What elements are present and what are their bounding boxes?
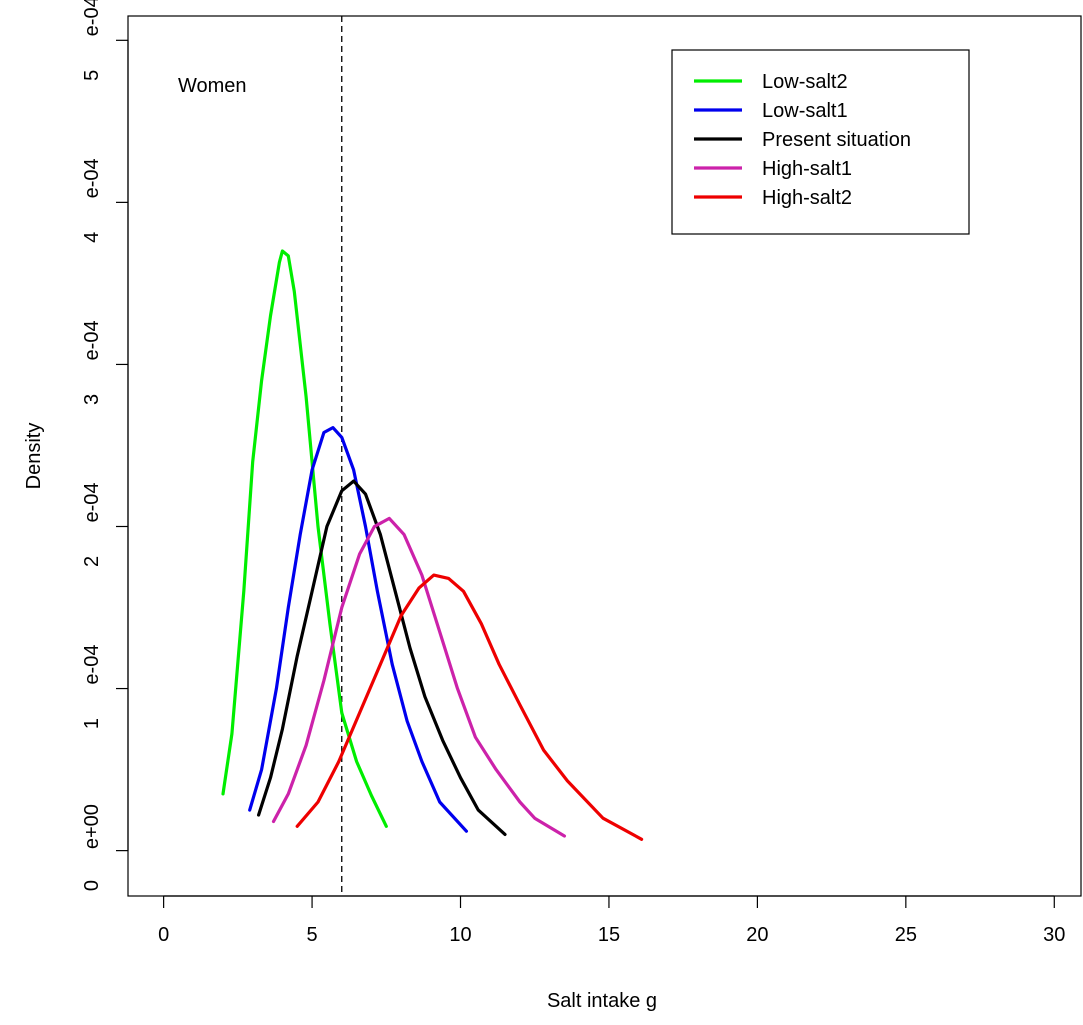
y-tick-exponent: e-04 [81,320,103,360]
legend-label: Low-salt1 [762,100,848,122]
x-tick-label: 15 [598,924,620,946]
x-tick-label: 5 [307,924,318,946]
x-tick-label: 20 [746,924,768,946]
y-tick-exponent: e+00 [81,804,103,849]
series-group [221,249,644,841]
y-axis-title: Density [23,423,45,490]
y-tick-mantissa: 1 [81,718,103,729]
legend-label: High-salt2 [762,187,852,209]
y-tick-exponent: e-04 [81,645,103,685]
y-tick-mantissa: 0 [81,880,103,891]
y-tick-label: 2 e-04 [81,482,103,567]
y-tick-mantissa: 4 [81,232,103,243]
legend-label: Low-salt2 [762,71,848,93]
x-tick-label: 30 [1043,924,1065,946]
legend: Low-salt2 Low-salt1 Present situation High-… [671,49,970,235]
y-tick-mantissa: 5 [81,70,103,81]
x-tick-label: 10 [449,924,471,946]
y-axis: 0 e+00 1 e-04 2 e-04 3 e-04 4 e-04 5 e-04 [81,0,129,891]
y-tick-exponent: e-04 [81,0,103,36]
x-tick-label: 0 [158,924,169,946]
y-tick-label: 1 e-04 [81,645,103,730]
y-tick-label: 3 e-04 [81,320,103,405]
y-tick-label: 5 e-04 [81,0,103,81]
annotation-women: Women [178,75,247,97]
y-tick-mantissa: 2 [81,556,103,567]
legend-label: High-salt1 [762,158,852,180]
y-tick-mantissa: 3 [81,394,103,405]
series-line-low-salt2 [221,249,388,828]
series-line-high-salt2 [295,573,644,841]
x-axis: 0 5 10 15 20 25 30 [158,895,1065,946]
legend-label: Present situation [762,129,911,151]
y-tick-exponent: e-04 [81,482,103,522]
series-line-low-salt1 [248,426,468,833]
y-tick-exponent: e-04 [81,158,103,198]
y-tick-label: 0 e+00 [81,804,103,891]
y-tick-label: 4 e-04 [81,158,103,243]
x-axis-title: Salt intake g [547,990,657,1012]
x-tick-label: 25 [895,924,917,946]
series-line-high-salt1 [271,516,567,838]
series-line-present-situation [257,479,507,837]
